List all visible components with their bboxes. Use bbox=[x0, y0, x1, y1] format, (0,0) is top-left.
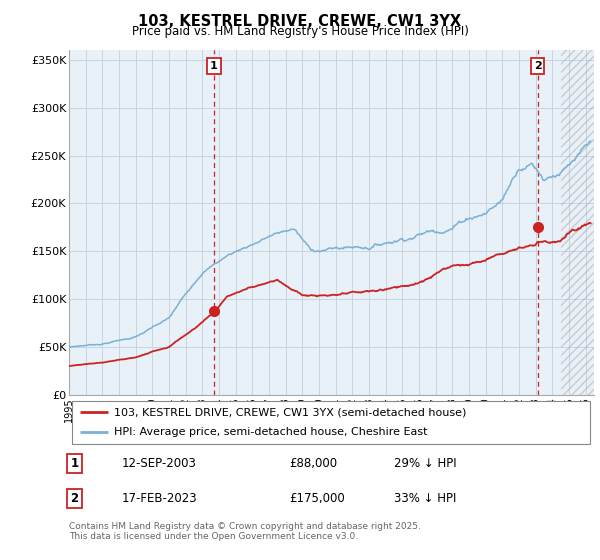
Text: £175,000: £175,000 bbox=[290, 492, 345, 505]
Bar bbox=[560, 50, 594, 395]
Text: 2: 2 bbox=[70, 492, 79, 505]
Text: 103, KESTREL DRIVE, CREWE, CW1 3YX (semi-detached house): 103, KESTREL DRIVE, CREWE, CW1 3YX (semi… bbox=[113, 407, 466, 417]
Bar bbox=[560, 50, 594, 395]
Text: 12-SEP-2003: 12-SEP-2003 bbox=[121, 457, 196, 470]
FancyBboxPatch shape bbox=[71, 400, 590, 444]
Text: Price paid vs. HM Land Registry's House Price Index (HPI): Price paid vs. HM Land Registry's House … bbox=[131, 25, 469, 38]
Text: £88,000: £88,000 bbox=[290, 457, 338, 470]
Text: 29% ↓ HPI: 29% ↓ HPI bbox=[395, 457, 457, 470]
Text: 1: 1 bbox=[70, 457, 79, 470]
Text: 33% ↓ HPI: 33% ↓ HPI bbox=[395, 492, 457, 505]
Text: 17-FEB-2023: 17-FEB-2023 bbox=[121, 492, 197, 505]
Text: 2: 2 bbox=[534, 60, 542, 71]
Text: 103, KESTREL DRIVE, CREWE, CW1 3YX: 103, KESTREL DRIVE, CREWE, CW1 3YX bbox=[139, 14, 461, 29]
Text: Contains HM Land Registry data © Crown copyright and database right 2025.
This d: Contains HM Land Registry data © Crown c… bbox=[69, 522, 421, 542]
Text: HPI: Average price, semi-detached house, Cheshire East: HPI: Average price, semi-detached house,… bbox=[113, 427, 427, 437]
Text: 1: 1 bbox=[210, 60, 218, 71]
